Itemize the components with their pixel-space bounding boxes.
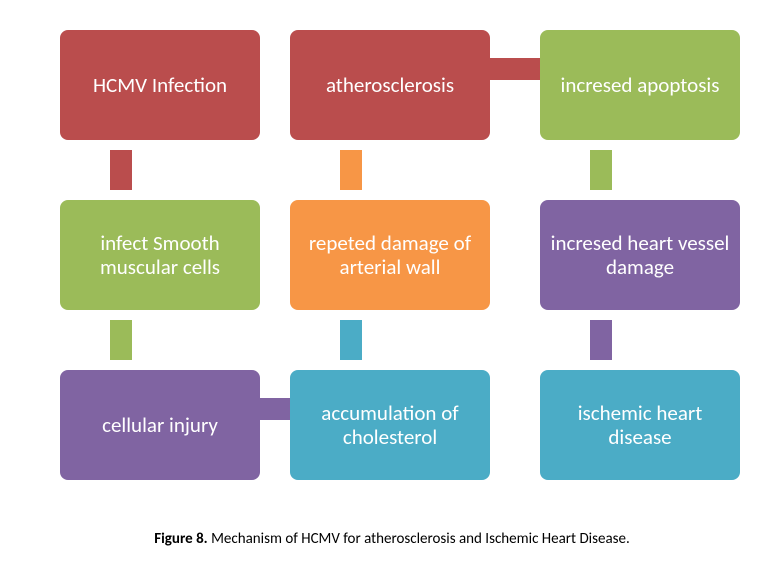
connector-smooth-cellular — [110, 320, 132, 360]
node-smooth: infect Smooth muscular cells — [60, 200, 260, 310]
connector-cholesterol-repeted — [340, 320, 362, 360]
caption-text: Mechanism of HCMV for atherosclerosis an… — [208, 530, 630, 548]
node-vessel: incresed heart vessel damage — [540, 200, 740, 310]
connector-hcmv-smooth — [110, 150, 132, 190]
connector-vessel-ischemic — [590, 320, 612, 360]
connector-apoptosis-vessel — [590, 150, 612, 190]
node-label: atherosclerosis — [326, 73, 454, 97]
connector-athero-apoptosis — [490, 58, 540, 80]
node-label: HCMV Infection — [93, 73, 227, 97]
node-ischemic: ischemic heart disease — [540, 370, 740, 480]
node-label: cellular injury — [102, 413, 218, 437]
connector-cellular-cholesterol — [260, 398, 290, 420]
node-label: infect Smooth muscular cells — [70, 231, 250, 279]
figure-caption: Figure 8. Mechanism of HCMV for atherosc… — [0, 530, 784, 548]
node-cellular: cellular injury — [60, 370, 260, 480]
node-label: incresed apoptosis — [561, 73, 720, 97]
node-athero: atherosclerosis — [290, 30, 490, 140]
connector-repeted-athero — [340, 150, 362, 190]
node-repeted: repeted damage of arterial wall — [290, 200, 490, 310]
node-label: incresed heart vessel damage — [550, 231, 730, 279]
node-cholesterol: accumulation of cholesterol — [290, 370, 490, 480]
node-hcmv: HCMV Infection — [60, 30, 260, 140]
caption-prefix: Figure 8. — [154, 530, 207, 548]
node-label: ischemic heart disease — [550, 401, 730, 449]
diagram-canvas: HCMV Infection atherosclerosis incresed ap… — [0, 0, 784, 585]
node-label: accumulation of cholesterol — [300, 401, 480, 449]
node-apoptosis: incresed apoptosis — [540, 30, 740, 140]
node-label: repeted damage of arterial wall — [300, 231, 480, 279]
